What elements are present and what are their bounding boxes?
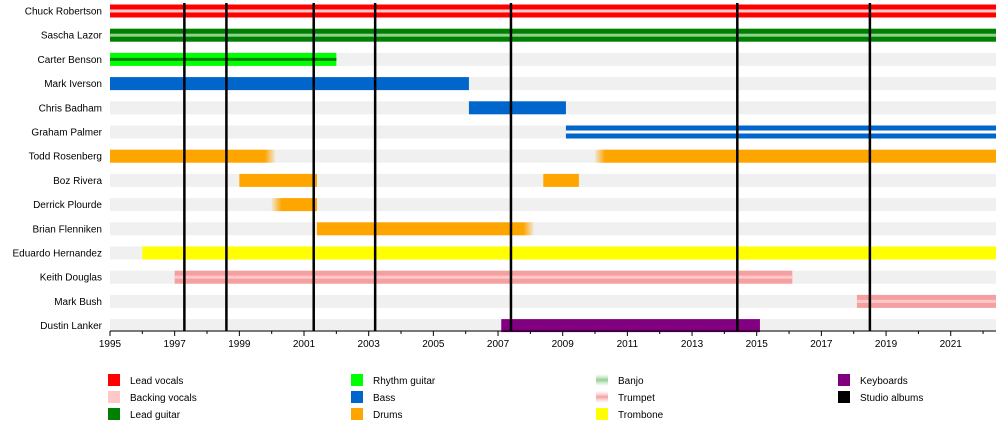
member-bar-trombone (142, 246, 997, 260)
x-tick-label: 2015 (746, 339, 769, 350)
legend-item-drums: Drums (351, 408, 402, 421)
album-lines (183, 3, 872, 331)
member-name: Todd Rosenberg (29, 152, 102, 163)
legend-item-albums: Studio albums (838, 391, 923, 404)
legend-label: Drums (373, 410, 402, 421)
member-name: Keith Douglas (40, 273, 102, 284)
member-name: Derrick Plourde (33, 200, 102, 211)
member-bar-stripe-white (565, 130, 996, 134)
legend-item-lead_vocals: Lead vocals (108, 374, 183, 387)
x-tick-label: 2001 (293, 339, 316, 350)
member-name: Brian Flenniken (33, 224, 102, 235)
member-bar-drums (271, 198, 317, 212)
x-tick-label: 2013 (681, 339, 704, 350)
x-tick-label: 2003 (358, 339, 381, 350)
x-tick-label: 2011 (617, 339, 639, 350)
legend-label: Banjo (618, 376, 644, 387)
row-background (110, 198, 996, 212)
x-tick-label: 2009 (552, 339, 575, 350)
member-bar-stripe-lead_guitar (110, 57, 337, 61)
row-background (110, 294, 996, 308)
x-tick-label: 2017 (810, 339, 833, 350)
legend-swatch (596, 374, 608, 386)
legend-label: Lead guitar (130, 410, 181, 421)
member-bar-drums (110, 149, 275, 163)
legend-label: Bass (373, 393, 395, 404)
member-name: Graham Palmer (31, 128, 102, 139)
legend-item-backing_vocals: Backing vocals (108, 391, 197, 404)
member-name: Chuck Robertson (25, 7, 102, 18)
member-name: Boz Rivera (53, 176, 102, 187)
legend-label: Lead vocals (130, 376, 183, 387)
member-bars (110, 4, 997, 333)
member-name: Eduardo Hernandez (12, 249, 102, 260)
member-names: Chuck Robertson Sascha Lazor Carter Benson… (12, 7, 102, 333)
x-tick-label: 1997 (164, 339, 187, 350)
x-tick-label: 1995 (99, 339, 122, 350)
legend-item-trombone: Trombone (596, 408, 664, 421)
member-name: Dustin Lanker (40, 321, 102, 332)
legend-item-bass: Bass (351, 391, 395, 404)
member-name: Chris Badham (39, 103, 102, 114)
member-bar-bass (468, 101, 566, 115)
legend-swatch (108, 408, 120, 420)
legend-label: Trumpet (618, 393, 655, 404)
member-name: Sascha Lazor (41, 31, 103, 42)
legend-swatch (351, 374, 363, 386)
member-name: Mark Iverson (44, 79, 102, 90)
legend-item-banjo: Banjo (596, 374, 644, 387)
x-tick-label: 2021 (940, 339, 963, 350)
legend-swatch (351, 408, 363, 420)
member-name: Carter Benson (38, 55, 102, 66)
legend-swatch (838, 374, 850, 386)
row-background (110, 222, 996, 236)
member-bar-stripe-banjo (110, 33, 996, 37)
member-bar-keyboards (501, 319, 760, 333)
legend-label: Rhythm guitar (373, 376, 436, 387)
legend-label: Backing vocals (130, 393, 197, 404)
legend-swatch (838, 391, 850, 403)
legend-label: Trombone (618, 410, 664, 421)
x-tick-label: 2005 (422, 339, 445, 350)
legend: Lead vocals Backing vocals Lead guitar Rhyt… (108, 374, 923, 421)
legend-label: Keyboards (860, 376, 908, 387)
legend-swatch (351, 391, 363, 403)
legend-item-trumpet: Trumpet (596, 391, 655, 404)
member-bar-stripe-backing_vocals (174, 275, 793, 279)
legend-swatch (596, 408, 608, 420)
legend-swatch (596, 391, 608, 403)
x-axis: 1995 1997 1999 2001 2003 2005 2007 2009 2011 2013… (99, 330, 996, 350)
legend-item-rhythm_guitar: Rhythm guitar (351, 374, 436, 387)
member-name: Mark Bush (54, 297, 102, 308)
x-tick-label: 2019 (875, 339, 898, 350)
member-bar-stripe-backing_vocals (856, 299, 996, 303)
legend-item-lead_guitar: Lead guitar (108, 408, 181, 421)
member-bar-drums (316, 222, 534, 236)
member-bar-drums (595, 149, 996, 163)
member-bar-stripe-backing_vocals (110, 9, 996, 13)
member-bar-drums (239, 173, 317, 187)
member-bar-bass (110, 77, 469, 91)
legend-label: Studio albums (860, 393, 923, 404)
legend-swatch (108, 374, 120, 386)
legend-swatch (108, 391, 120, 403)
x-tick-label: 2007 (487, 339, 510, 350)
member-bar-drums (543, 173, 579, 187)
legend-item-keyboards: Keyboards (838, 374, 908, 387)
x-tick-label: 1999 (228, 339, 251, 350)
